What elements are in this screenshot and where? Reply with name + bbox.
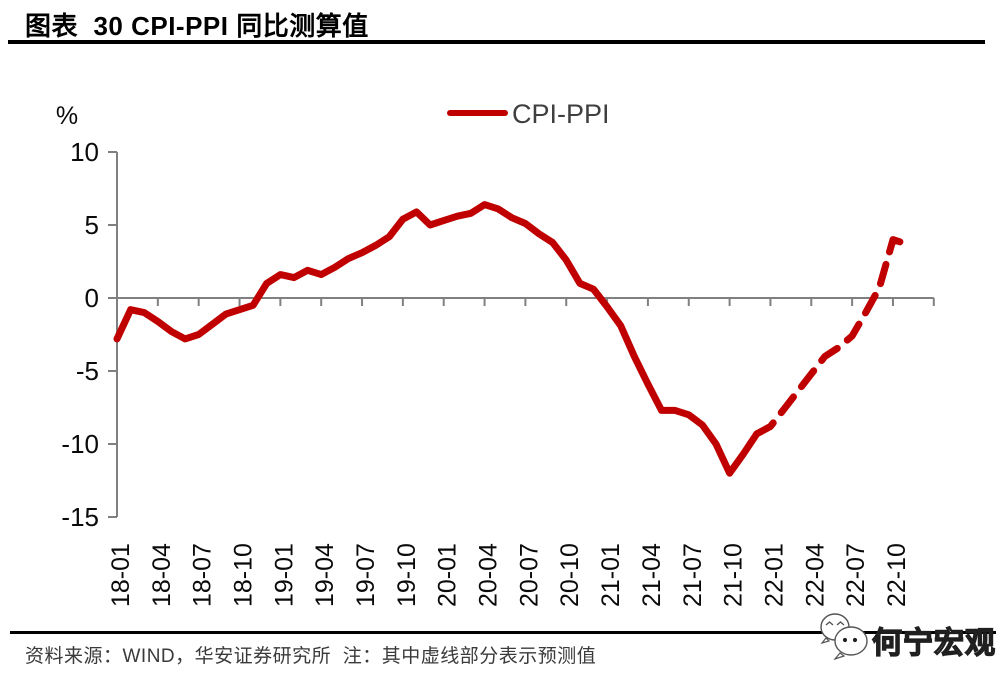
x-tick-label: 22-10 [883, 543, 911, 607]
x-axis-zero-line [116, 297, 935, 306]
x-tick-label: 21-10 [720, 543, 748, 607]
footer-rule [10, 631, 996, 634]
x-tick-label: 19-07 [352, 543, 380, 607]
x-tick-label: 20-01 [434, 543, 462, 607]
wechat-bubbles-icon [820, 613, 868, 660]
y-axis: 10 5 0 -5 -10 -15% [56, 102, 118, 532]
source-note: 资料来源：WIND，华安证券研究所 注：其中虚线部分表示预测值 [25, 646, 597, 667]
y-tick-label: 0 [85, 283, 99, 313]
x-tick-label: 21-04 [638, 543, 666, 607]
x-tick-label: 22-04 [801, 543, 829, 607]
x-tick-label: 19-04 [311, 543, 339, 607]
watermark-text: 何宁宏观 [871, 626, 996, 660]
x-tick-labels: 18-01 18-04 18-07 18-10 19-01 19-04 19-07 19-10… [107, 543, 911, 607]
x-tick-label: 22-01 [760, 543, 788, 607]
x-tick-label: 21-01 [597, 543, 625, 607]
x-tick-label: 20-04 [475, 543, 503, 607]
figure-title: 图表 30 CPI-PPI 同比测算值 [25, 11, 369, 41]
x-tick-label: 19-01 [270, 543, 298, 607]
y-unit-label: % [56, 102, 78, 130]
legend: CPI-PPI [447, 99, 610, 129]
x-tick-label: 18-04 [148, 543, 176, 607]
x-tick-label: 19-10 [393, 543, 421, 607]
y-tick-label: -15 [61, 502, 99, 532]
x-tick-label: 20-07 [515, 543, 543, 607]
y-tick-label: 5 [85, 210, 99, 240]
x-tick-label: 21-07 [679, 543, 707, 607]
x-tick-label: 18-07 [189, 543, 217, 607]
x-tick-label: 22-07 [842, 543, 870, 607]
legend-label: CPI-PPI [512, 99, 610, 129]
x-tick-label: 18-01 [107, 543, 135, 607]
watermark: 何宁宏观 [796, 606, 996, 668]
y-tick-label: -5 [76, 356, 99, 386]
y-tick-label: -10 [61, 429, 99, 459]
y-tick-label: 10 [70, 137, 99, 167]
title-rule [8, 40, 985, 44]
cpi-ppi-line-solid [113, 201, 761, 477]
x-tick-label: 20-10 [556, 543, 584, 607]
x-tick-label: 18-10 [230, 543, 258, 607]
cpi-ppi-line-forecast-dashed [753, 236, 911, 438]
